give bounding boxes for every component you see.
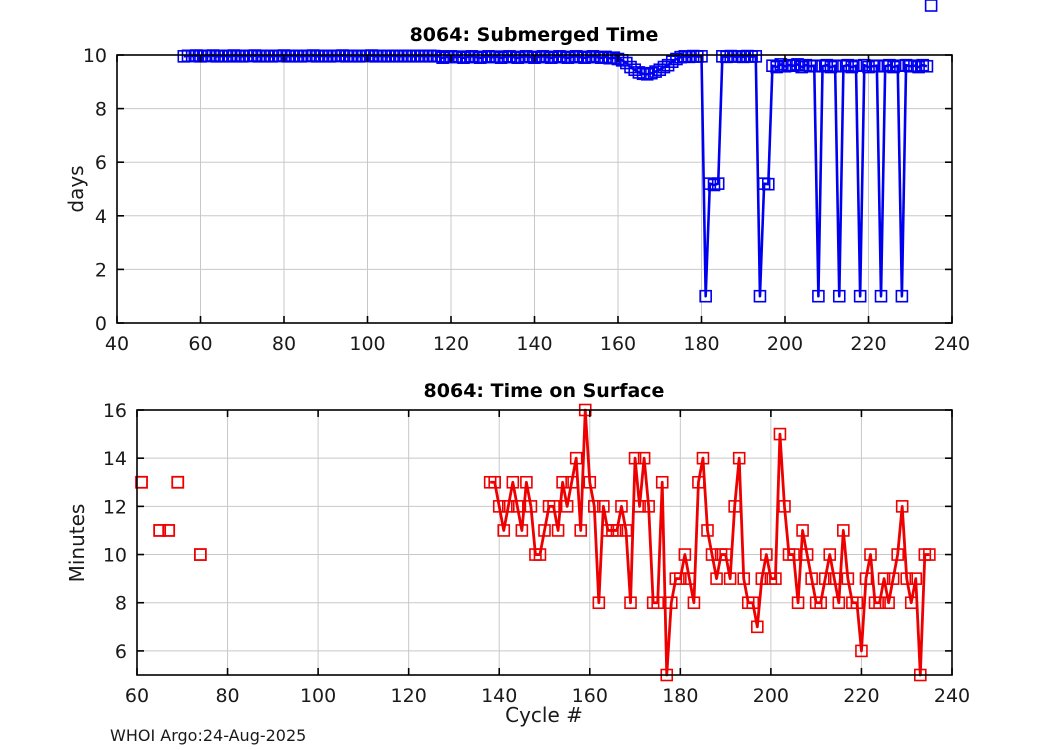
svg-text:60: 60 [125,685,149,707]
svg-text:220: 220 [843,685,879,707]
svg-text:160: 160 [600,333,636,355]
bottom-isolated-points [135,475,207,561]
top-x-tick-labels: 40 60 80 100 120 140 160 180 200 220 240 [105,333,970,355]
figure-footer: WHOI Argo:24-Aug-2025 [110,726,306,745]
svg-text:2: 2 [95,259,107,281]
top-chart-title: 8064: Submerged Time [410,24,659,46]
panel-time-on-surface: 8064: Time on Surface 60 80 100 120 140 160 18… [65,380,970,727]
svg-text:80: 80 [272,333,296,355]
svg-text:8: 8 [115,593,127,615]
bottom-y-tick-labels: 6 8 10 12 14 16 [103,400,127,663]
svg-text:16: 16 [103,400,127,422]
svg-text:120: 120 [433,333,469,355]
panel-submerged-time: 8064: Submerged Time 40 60 80 100 120 140 160 1… [64,0,970,355]
svg-text:8: 8 [95,99,107,121]
svg-text:180: 180 [662,685,698,707]
svg-text:40: 40 [105,333,129,355]
top-tick-marks [116,54,953,324]
svg-text:140: 140 [516,333,552,355]
svg-text:4: 4 [95,206,107,228]
svg-text:14: 14 [103,448,127,470]
svg-text:160: 160 [572,685,608,707]
svg-text:180: 180 [683,333,719,355]
svg-text:100: 100 [300,685,336,707]
svg-text:12: 12 [103,496,127,518]
bottom-tick-marks [136,409,953,675]
bottom-x-axis-label: Cycle # [505,703,583,727]
svg-text:140: 140 [481,685,517,707]
svg-text:10: 10 [83,45,107,67]
bottom-chart-title: 8064: Time on Surface [424,380,665,402]
bottom-plot-frame [136,409,953,676]
svg-text:240: 240 [934,685,970,707]
svg-text:60: 60 [188,333,212,355]
svg-text:80: 80 [215,685,239,707]
bottom-data-series [483,403,936,682]
svg-text:120: 120 [391,685,427,707]
svg-text:200: 200 [767,333,803,355]
svg-text:6: 6 [95,152,107,174]
svg-text:100: 100 [349,333,385,355]
svg-text:240: 240 [934,333,970,355]
svg-text:200: 200 [753,685,789,707]
top-y-tick-labels: 0 2 4 6 8 10 [83,45,107,335]
top-y-axis-label: days [64,165,88,212]
svg-text:6: 6 [115,641,127,663]
bottom-x-tick-labels: 60 80 100 120 140 160 180 200 220 240 [125,685,970,707]
bottom-y-axis-label: Minutes [65,504,89,583]
svg-text:0: 0 [95,313,107,335]
svg-text:10: 10 [103,545,127,567]
top-gridlines [117,55,952,323]
svg-text:220: 220 [850,333,886,355]
